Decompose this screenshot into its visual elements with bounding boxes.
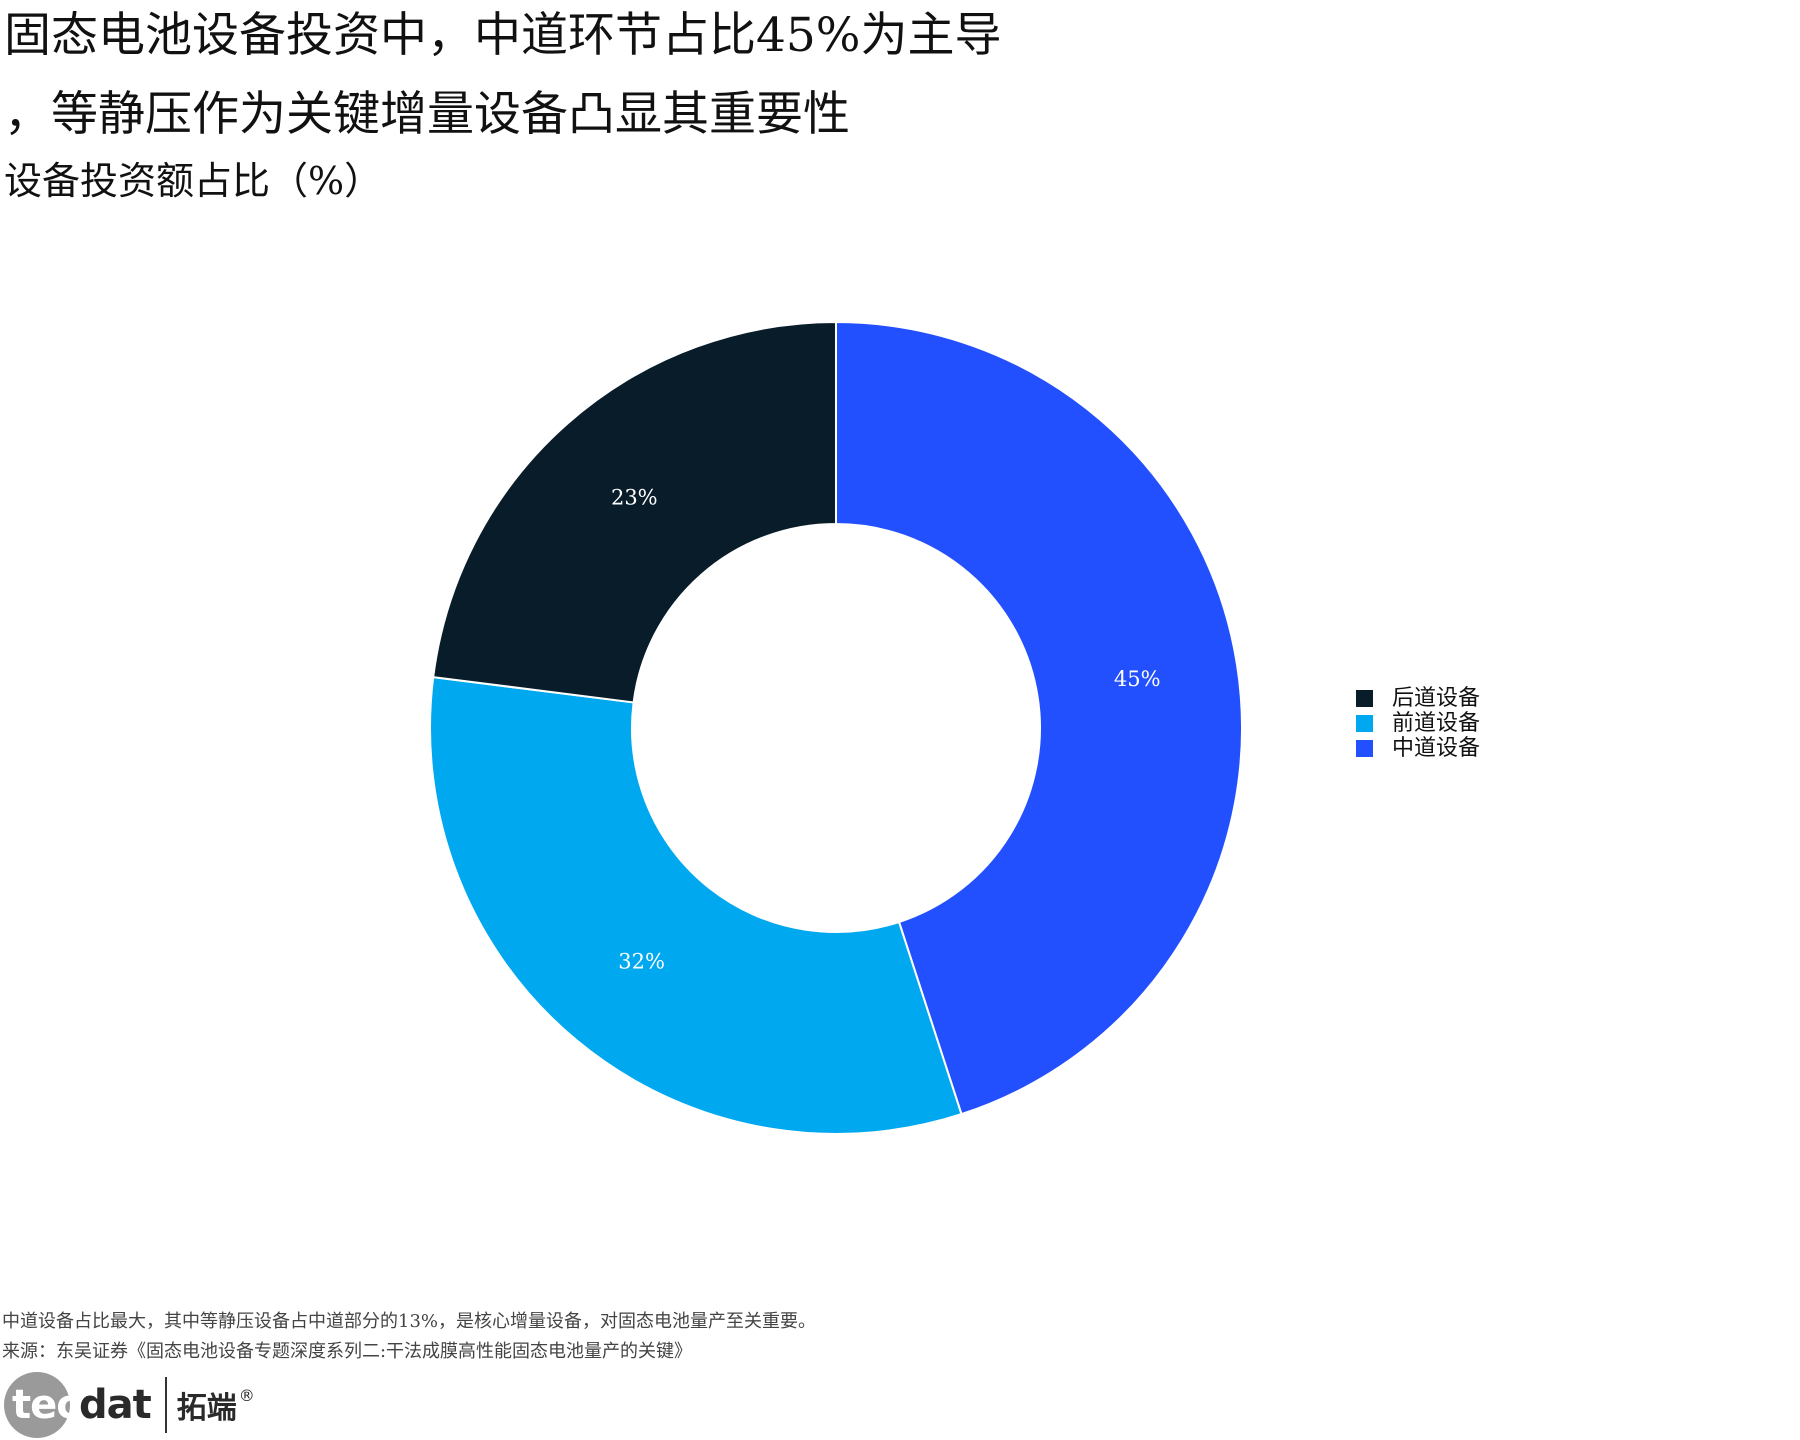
legend-item-3: 中道设备 xyxy=(1356,736,1480,761)
chart-title-line-1: 固态电池设备投资中，中道环节占比45%为主导 xyxy=(4,8,1002,63)
legend-swatch-3 xyxy=(1356,740,1373,757)
logo-registered-mark: ® xyxy=(238,1386,255,1405)
logo-wordmark: tecdat xyxy=(12,1382,152,1428)
slice-labels-group: 45% 32% 23% xyxy=(611,486,1161,974)
legend-item-2: 前道设备 xyxy=(1356,711,1480,736)
logo-divider xyxy=(164,1377,167,1433)
slice-label-3: 23% xyxy=(611,486,658,510)
legend-swatch-1 xyxy=(1356,690,1373,707)
tecdat-logo: tecdat 拓端 ® xyxy=(4,1372,255,1438)
logo-circle xyxy=(4,1372,70,1438)
footnote-source: 来源：东吴证券《固态电池设备专题深度系列二:干法成膜高性能固态电池量产的关键》 xyxy=(2,1341,693,1362)
slice-1 xyxy=(835,320,1243,1116)
slices-group xyxy=(429,320,1243,1135)
logo-word-light: tec xyxy=(12,1382,80,1428)
legend-label-3: 中道设备 xyxy=(1392,736,1481,761)
logo-word-dark: dat xyxy=(78,1382,152,1428)
legend-swatch-2 xyxy=(1356,715,1373,732)
legend-label-1: 后道设备 xyxy=(1392,686,1481,711)
slice-3 xyxy=(432,320,837,704)
chart-subtitle: 设备投资额占比（%） xyxy=(4,159,383,203)
slice-label-1: 45% xyxy=(1114,667,1161,691)
footnote-note: 中道设备占比最大，其中等静压设备占中道部分的13%，是核心增量设备，对固态电池量… xyxy=(2,1311,817,1332)
chart-legend: 后道设备 前道设备 中道设备 xyxy=(1356,686,1480,761)
slice-2 xyxy=(429,675,963,1135)
logo-chinese-name: 拓端 xyxy=(176,1391,237,1426)
legend-item-1: 后道设备 xyxy=(1356,686,1480,711)
slice-label-2: 32% xyxy=(618,950,665,974)
chart-title-line-2: ，等静压作为关键增量设备凸显其重要性 xyxy=(4,87,850,142)
legend-label-2: 前道设备 xyxy=(1392,711,1481,736)
